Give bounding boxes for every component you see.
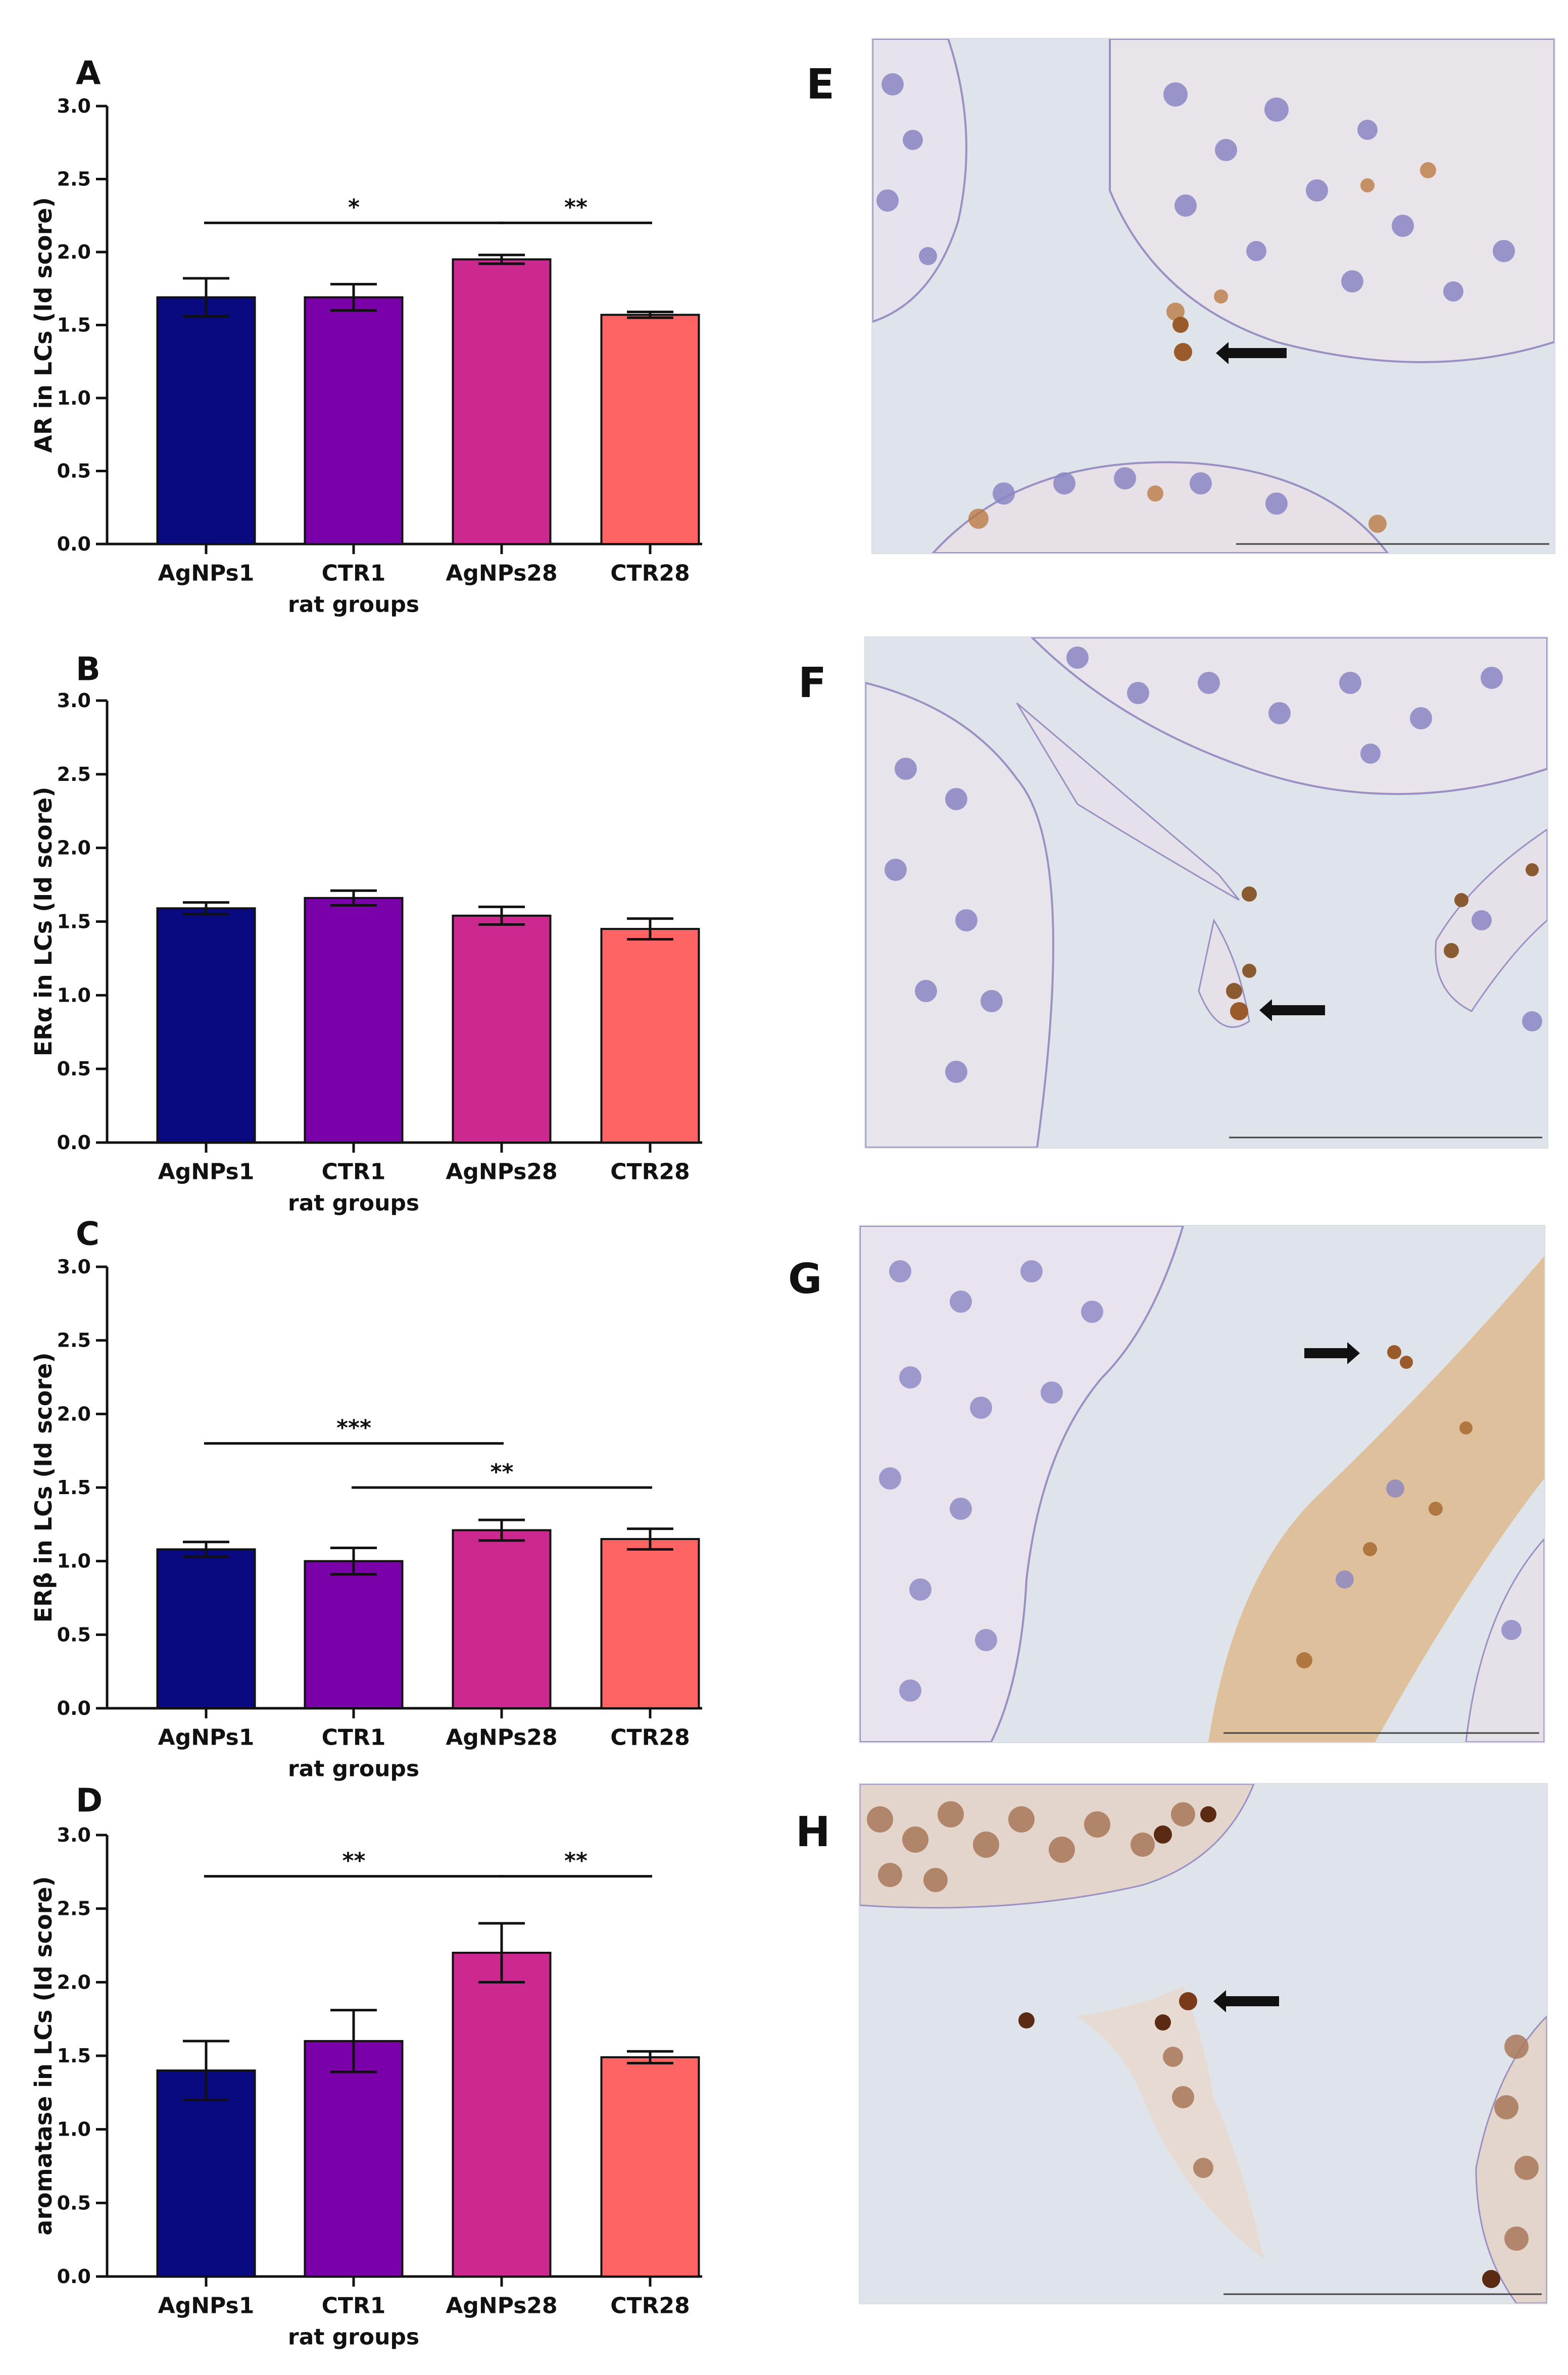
micrograph-h [859,1783,1548,2304]
y-tick-label: 0.5 [57,1623,91,1646]
y-tick-label: 3.0 [57,1256,91,1278]
x-tick-label: AgNPs28 [446,561,557,586]
bar-agnps1 [156,296,256,546]
significance-label: ** [490,1459,513,1485]
y-tick-label: 0.5 [57,460,91,482]
x-tick-label: CTR1 [322,561,386,586]
bar-ctr1 [304,2040,404,2278]
significance-label: ** [564,1848,587,1874]
x-tick-label: CTR1 [322,1725,386,1751]
significance-label: *** [336,1415,371,1441]
y-tick-label: 3.0 [57,1824,91,1846]
x-tick-label: CTR28 [610,561,690,586]
y-tick-label: 1.0 [57,1550,91,1572]
bar-agnps28 [452,914,552,1144]
x-axis-title: rat groups [288,1756,419,1782]
bar-ctr1 [304,296,404,546]
bar-ctr28 [600,1538,700,1709]
y-tick-label: 0.0 [57,533,91,555]
x-tick-label: CTR28 [610,1725,690,1751]
y-tick-label: 2.0 [57,1403,91,1425]
y-tick-label: 2.0 [57,837,91,859]
panel-label-B: B [76,651,101,688]
x-axis-title: rat groups [288,592,419,618]
x-tick-label: AgNPs1 [158,1725,255,1751]
y-axis-title: aromatase in LCs (Id score) [30,1876,57,2235]
y-tick-label: 0.0 [57,1131,91,1154]
panel-label-D: D [76,1782,103,1819]
y-tick-label: 1.5 [57,1476,91,1499]
y-tick-label: 2.5 [57,1329,91,1352]
bar-ctr28 [600,2056,700,2278]
x-tick-label: AgNPs1 [158,561,255,586]
bar-agnps1 [156,2069,256,2278]
bar-ctr1 [304,897,404,1144]
x-axis-title: rat groups [288,1191,419,1216]
y-tick-label: 2.5 [57,168,91,190]
y-tick-label: 2.0 [57,241,91,263]
bar-agnps28 [452,258,552,545]
x-tick-label: AgNPs1 [158,2293,255,2319]
y-tick-label: 0.0 [57,1697,91,1719]
bar-ctr1 [304,1560,404,1710]
panel-label-F: F [798,659,827,707]
significance-label: * [348,194,360,220]
y-axis-title: AR in LCs (Id score) [30,197,57,453]
bar-charts-column: A 0.0 0.5 1.0 1.5 2.0 2.5 3.0 AR in LCs (Id scor… [30,55,702,2350]
y-tick-label: 3.0 [57,689,91,712]
panel-label-C: C [76,1215,100,1253]
y-tick-label: 2.5 [57,763,91,785]
panel-label-G: G [788,1255,822,1303]
panel-label-A: A [76,55,101,92]
y-tick-label: 1.5 [57,314,91,336]
significance-label: ** [342,1848,365,1874]
bar-agnps1 [156,1548,256,1710]
y-tick-label: 3.0 [57,95,91,117]
x-tick-label: CTR1 [322,2293,386,2319]
x-tick-label: CTR28 [610,1159,690,1185]
y-tick-label: 2.5 [57,1898,91,1920]
y-tick-label: 1.0 [57,2118,91,2141]
bar-ctr28 [600,314,700,546]
panel-label-H: H [796,1808,830,1856]
y-axis-title: ERα in LCs (Id score) [30,787,57,1057]
significance-label: ** [564,194,587,220]
bar-ctr28 [600,928,700,1144]
micrograph-f [864,636,1548,1149]
x-tick-label: CTR1 [322,1159,386,1185]
y-tick-label: 1.5 [57,911,91,933]
bar-agnps1 [156,907,256,1144]
bar-agnps28 [452,1529,552,1709]
micrograph-g [859,1225,1545,1743]
panel-label-E: E [806,61,835,109]
x-axis-title: rat groups [288,2324,419,2350]
y-tick-label: 0.5 [57,1058,91,1080]
micrograph-e [871,38,1555,554]
x-tick-label: AgNPs1 [158,1159,255,1185]
y-tick-label: 1.0 [57,984,91,1006]
x-tick-label: AgNPs28 [446,2293,557,2319]
x-tick-label: AgNPs28 [446,1725,557,1751]
y-tick-label: 2.0 [57,1971,91,1993]
y-axis-title: ERβ in LCs (Id score) [30,1352,57,1622]
y-tick-label: 0.0 [57,2265,91,2288]
x-tick-label: AgNPs28 [446,1159,557,1185]
x-tick-label: CTR28 [610,2293,690,2319]
y-tick-label: 1.0 [57,387,91,409]
bar-agnps28 [452,1952,552,2278]
y-tick-label: 0.5 [57,2192,91,2214]
y-tick-label: 1.5 [57,2045,91,2067]
